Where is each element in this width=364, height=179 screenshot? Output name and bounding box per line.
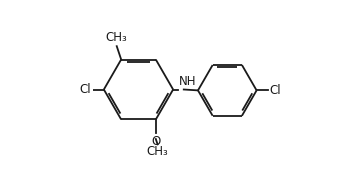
- Text: NH: NH: [179, 75, 197, 88]
- Text: Cl: Cl: [79, 83, 91, 96]
- Text: CH₃: CH₃: [147, 145, 169, 158]
- Text: Cl: Cl: [269, 84, 281, 97]
- Text: O: O: [151, 135, 161, 148]
- Text: CH₃: CH₃: [105, 31, 127, 44]
